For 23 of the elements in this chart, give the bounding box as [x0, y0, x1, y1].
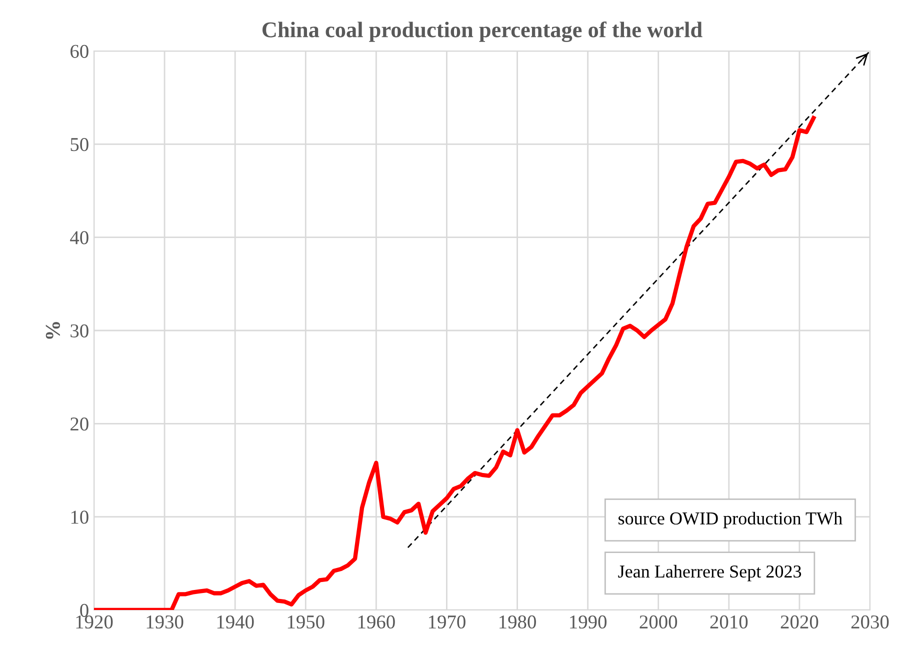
x-tick-label: 1920	[76, 615, 113, 629]
y-tick-label: 30	[70, 324, 88, 338]
y-tick-label: 50	[70, 138, 88, 152]
x-tick-label: 1980	[500, 615, 536, 629]
y-axis-title: %	[46, 322, 60, 339]
x-tick-label: 1940	[217, 615, 254, 629]
x-tick-label: 1990	[570, 615, 607, 629]
x-tick-label: 1960	[358, 615, 395, 629]
chart-title: China coal production percentage of the world	[262, 21, 702, 42]
y-tick-label: 0	[80, 604, 88, 617]
y-tick-label: 10	[71, 510, 88, 524]
x-tick-label: 2000	[640, 615, 678, 629]
x-tick-label: 1970	[428, 615, 466, 629]
y-tick-label: 40	[70, 231, 88, 244]
x-tick-label: 2030	[851, 615, 889, 629]
x-tick-label: 2020	[780, 615, 818, 629]
annotation: source OWID production TWh	[618, 512, 842, 528]
y-tick-label: 20	[70, 417, 88, 431]
x-tick-label: 1950	[288, 615, 324, 629]
annotation: Jean Laherrere Sept 2023	[618, 564, 802, 582]
x-tick-label: 2010	[710, 615, 748, 629]
y-tick-label: 60	[70, 44, 88, 58]
x-tick-label: 1930	[146, 615, 184, 629]
